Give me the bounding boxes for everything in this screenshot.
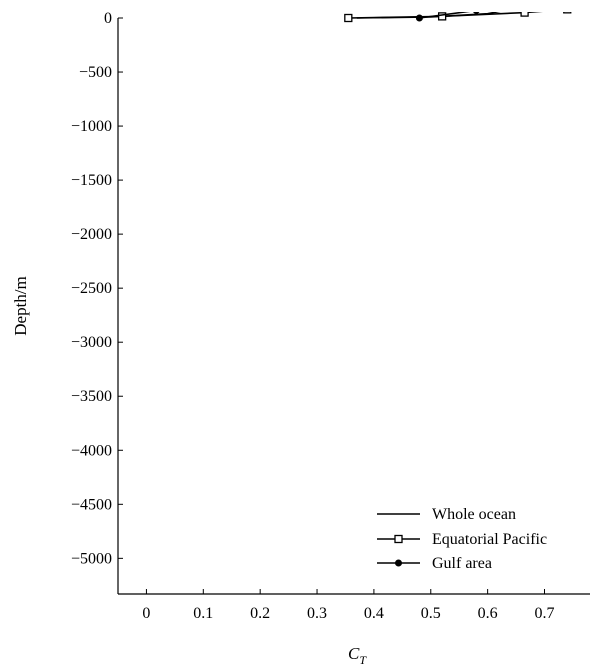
legend-label: Equatorial Pacific xyxy=(432,531,547,548)
legend-entry-whole-ocean: Whole ocean xyxy=(377,506,516,523)
legend-label: Gulf area xyxy=(432,555,492,572)
y-tick-label: −2500 xyxy=(71,280,112,297)
x-axis-label-subscript: T xyxy=(359,653,367,665)
series-line-gulf-area xyxy=(419,12,471,19)
data-point-square xyxy=(520,12,529,17)
data-point-circle xyxy=(464,3,471,10)
y-tick-label: −2000 xyxy=(71,226,112,243)
series-gulf-area xyxy=(415,0,480,22)
x-tick-label: 0.7 xyxy=(535,605,555,622)
y-tick-label: −500 xyxy=(79,64,112,81)
legend-label: Whole ocean xyxy=(432,506,516,523)
y-axis-ticks: 0 −500 −1000 −1500 −2000 −2500 −3000 −3500 −4000… xyxy=(71,10,123,567)
data-point-square xyxy=(521,0,528,2)
series-equatorial-pacific xyxy=(344,0,572,23)
y-tick-label: −4000 xyxy=(71,442,112,459)
y-axis-label: Depth/m xyxy=(11,276,30,336)
x-tick-label: 0.3 xyxy=(307,605,327,622)
data-point-circle xyxy=(473,12,480,14)
legend-marker-square xyxy=(394,534,403,544)
data-point-circle xyxy=(415,14,423,22)
legend-marker-circle xyxy=(395,559,402,567)
data-point-square xyxy=(437,12,447,21)
plot-area xyxy=(117,0,590,595)
data-point-square xyxy=(344,13,353,23)
series-line-equatorial-pacific xyxy=(348,12,544,19)
data-point-square xyxy=(532,0,539,5)
data-point-circle xyxy=(459,0,466,5)
data-point-square xyxy=(563,12,572,14)
x-tick-label: 0.5 xyxy=(421,605,441,622)
x-tick-label: 0.4 xyxy=(364,605,384,622)
x-axis-label-main: C xyxy=(348,644,360,663)
y-tick-label: −3000 xyxy=(71,334,112,351)
legend-entry-gulf-area: Gulf area xyxy=(377,555,492,572)
legend: Whole ocean Equatorial Pacific Gulf area xyxy=(377,506,547,572)
x-axis-ticks: 0 0.1 0.2 0.3 0.4 0.5 0.6 0.7 xyxy=(142,589,555,622)
legend-entry-equatorial-pacific: Equatorial Pacific xyxy=(377,531,547,548)
y-tick-label: 0 xyxy=(104,10,112,27)
x-tick-label: 0.6 xyxy=(478,605,498,622)
y-tick-label: −5000 xyxy=(71,550,112,567)
y-tick-label: −3500 xyxy=(71,388,112,405)
data-point-square xyxy=(561,4,568,11)
x-tick-label: 0 xyxy=(142,605,150,622)
x-tick-label: 0.1 xyxy=(193,605,213,622)
data-point-square xyxy=(550,2,557,9)
y-tick-label: −4500 xyxy=(71,496,112,513)
x-tick-label: 0.2 xyxy=(250,605,270,622)
data-point-circle xyxy=(467,5,474,12)
y-tick-label: −1000 xyxy=(71,118,112,135)
x-axis-label: CT xyxy=(348,644,367,665)
y-tick-label: −1500 xyxy=(71,172,112,189)
